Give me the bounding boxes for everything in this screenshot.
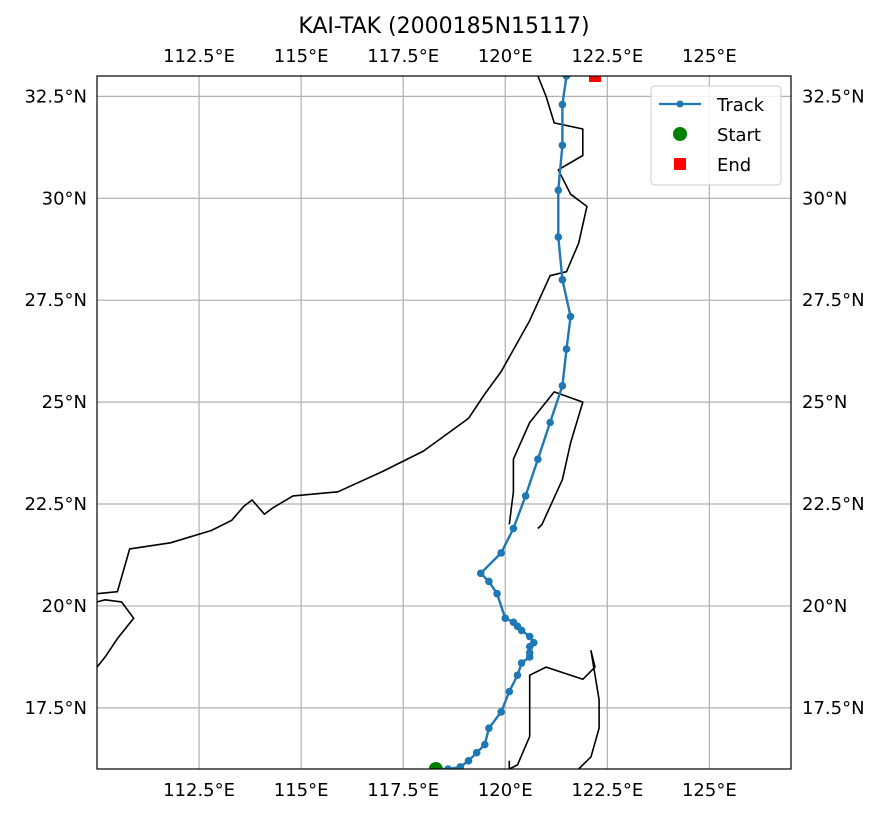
legend-start-marker	[673, 127, 687, 141]
gridlines	[97, 76, 791, 769]
coastline-taiwan	[508, 391, 584, 530]
track-point	[476, 569, 485, 578]
track-point	[525, 632, 534, 641]
track-point	[521, 492, 530, 500]
lon-tick-label-bottom: 120°E	[478, 780, 533, 801]
lon-tick-label-top: 112.5°E	[163, 46, 235, 67]
track-point	[497, 549, 505, 557]
track-point	[509, 524, 518, 533]
track-point	[546, 418, 554, 427]
lon-tick-label-top: 125°E	[682, 46, 737, 67]
track-start-marker	[428, 762, 443, 769]
lat-tick-label-right: 30°N	[802, 188, 847, 209]
lat-tick-label-right: 17.5°N	[802, 698, 865, 719]
lat-tick-label-left: 27.5°N	[24, 290, 87, 311]
track-point	[554, 186, 563, 194]
track-point	[509, 618, 518, 627]
legend-track-marker	[676, 100, 684, 108]
track-point	[505, 687, 514, 696]
coastline-luzon	[508, 649, 600, 769]
track-point	[485, 577, 493, 586]
lat-tick-label-left: 22.5°N	[24, 494, 87, 515]
track-point	[554, 233, 563, 241]
track-point	[558, 276, 567, 284]
track-point	[534, 455, 542, 463]
track-point	[456, 763, 465, 769]
lat-tick-label-right: 22.5°N	[802, 494, 865, 515]
track-point	[558, 382, 567, 390]
lon-tick-label-top: 117.5°E	[367, 46, 439, 67]
lat-tick-label-left: 20°N	[42, 596, 87, 617]
lon-tick-label-bottom: 122.5°E	[571, 780, 643, 801]
plot-area	[96, 75, 792, 770]
tick-labels: 112.5°E 112.5°E 115°E 115°E 117.5°E 117.5°E 12…	[24, 46, 864, 801]
lat-tick-label-left: 32.5°N	[24, 86, 87, 107]
legend-label-end: End	[717, 155, 751, 176]
track-point	[464, 757, 473, 765]
track-end-marker	[589, 76, 602, 82]
legend-label-start: Start	[717, 125, 761, 146]
legend: Track Start End	[650, 85, 782, 186]
coastline-mainland	[97, 76, 588, 595]
track-point	[558, 100, 567, 109]
track-point	[566, 312, 575, 321]
legend-end-marker	[674, 158, 686, 170]
track-point	[485, 724, 493, 733]
lat-tick-label-right: 20°N	[802, 596, 847, 617]
plot-background	[97, 76, 791, 769]
track-point	[517, 659, 526, 667]
lat-tick-label-right: 27.5°N	[802, 290, 865, 311]
lat-tick-label-right: 32.5°N	[802, 86, 865, 107]
lon-tick-label-top: 122.5°E	[571, 46, 643, 67]
lon-tick-label-bottom: 115°E	[274, 780, 329, 801]
track-point	[472, 748, 481, 757]
storm-track	[428, 76, 602, 769]
lat-tick-label-left: 25°N	[42, 392, 87, 413]
track-point	[501, 614, 510, 622]
track-point	[493, 589, 501, 598]
lon-tick-label-top: 115°E	[274, 46, 329, 67]
lon-tick-label-top: 120°E	[478, 46, 533, 67]
chart-title: KAI-TAK (2000185N15117)	[298, 14, 589, 39]
lat-tick-label-left: 17.5°N	[24, 698, 87, 719]
track-point	[481, 740, 489, 749]
track-point	[562, 345, 571, 353]
track-point	[525, 649, 534, 657]
lon-tick-label-bottom: 117.5°E	[367, 780, 439, 801]
coastline-hainan	[97, 598, 135, 668]
lon-tick-label-bottom: 112.5°E	[163, 780, 235, 801]
legend-label-track: Track	[716, 95, 765, 116]
track-point	[558, 141, 567, 150]
track-point	[444, 765, 452, 769]
track-point	[530, 638, 538, 647]
track-point	[562, 76, 571, 80]
lat-tick-label-left: 30°N	[42, 188, 87, 209]
lon-tick-label-bottom: 125°E	[682, 780, 737, 801]
coastlines	[97, 76, 600, 769]
track-point	[513, 671, 522, 680]
lat-tick-label-right: 25°N	[802, 392, 847, 413]
track-point	[497, 708, 505, 716]
plot-frame	[96, 75, 792, 770]
